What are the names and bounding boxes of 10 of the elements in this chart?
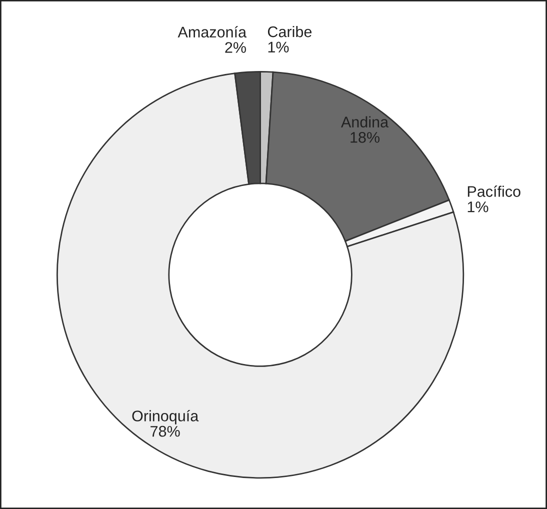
slice-label: Andina [341, 116, 389, 128]
slice-label: Caribe [268, 26, 312, 38]
slice-label: Pacífico [468, 186, 520, 197]
data-label: 18% [350, 132, 380, 143]
data-label: 78% [150, 426, 180, 437]
data-label: 2% [225, 42, 246, 53]
data-label: 1% [468, 202, 488, 212]
data-label: 1% [268, 42, 289, 52]
slice-label: Orinoquía [132, 410, 199, 424]
slice-label: Amazonía [178, 26, 247, 38]
